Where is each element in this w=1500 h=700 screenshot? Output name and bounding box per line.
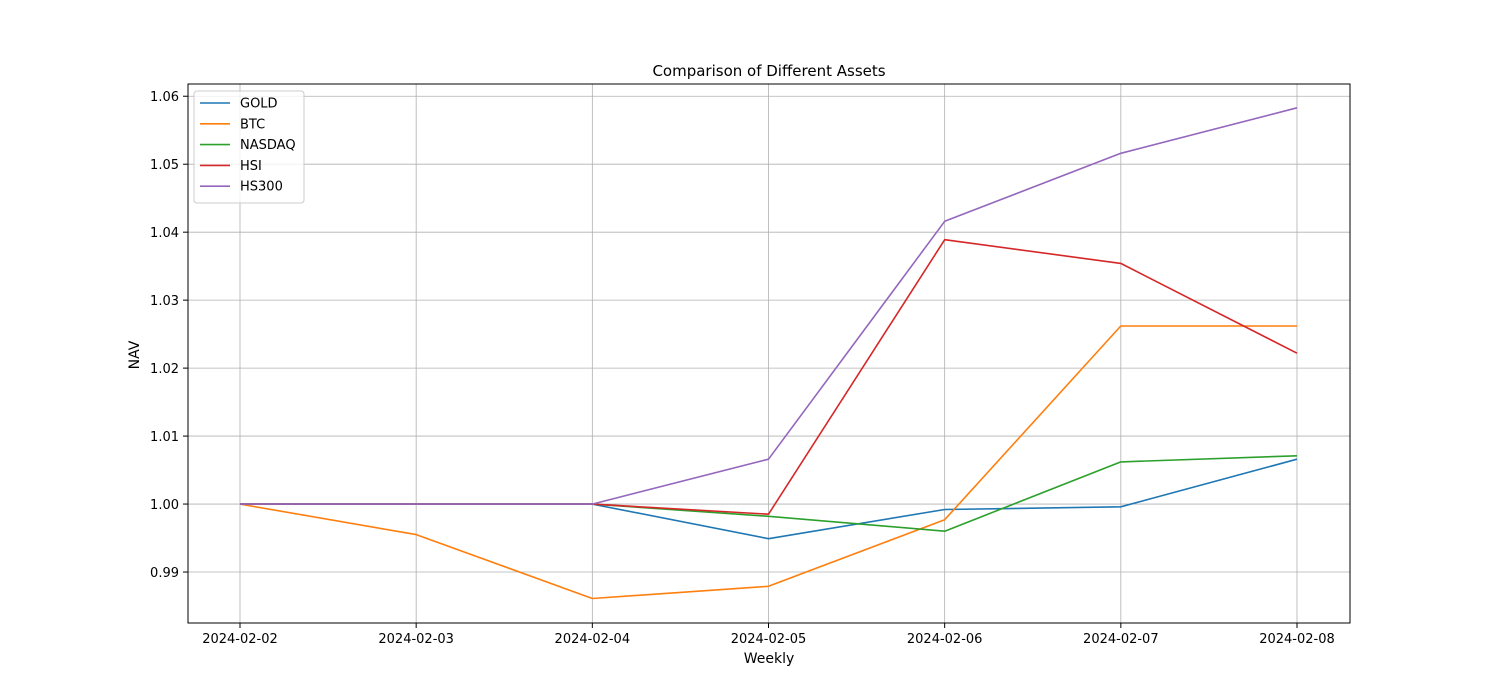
- y-axis-label: NAV: [127, 340, 143, 369]
- y-tick-label: 1.05: [150, 158, 179, 173]
- chart-title: Comparison of Different Assets: [652, 62, 885, 80]
- x-axis-ticks: 2024-02-02 2024-02-03 2024-02-04 2024-02-05…: [202, 623, 1335, 647]
- legend-box: [193, 90, 305, 204]
- y-axis-ticks: 0.99 1.00 1.01 1.02 1.03 1.04 1.05 1.06: [150, 90, 188, 581]
- series-line-hs300: [240, 107, 1298, 505]
- x-tick-label: 2024-02-07: [1083, 632, 1159, 647]
- y-tick-label: 0.99: [150, 566, 179, 581]
- x-tick-label: 2024-02-06: [907, 632, 983, 647]
- legend-label: BTC: [240, 117, 265, 132]
- series-line-btc: [239, 325, 1297, 600]
- grid: [188, 84, 1350, 623]
- y-tick-label: 1.02: [150, 362, 179, 377]
- x-tick-label: 2024-02-08: [1259, 632, 1335, 647]
- x-tick-label: 2024-02-02: [202, 632, 278, 647]
- legend-label: HSI: [240, 159, 262, 174]
- legend-label: NASDAQ: [240, 138, 296, 153]
- series-lines: [239, 107, 1298, 600]
- legend: GOLD BTC NASDAQ HSI HS300: [193, 90, 305, 204]
- legend-label: GOLD: [240, 97, 278, 112]
- legend-label: HS300: [240, 180, 283, 195]
- x-tick-label: 2024-02-05: [731, 632, 807, 647]
- y-tick-label: 1.00: [150, 498, 179, 513]
- x-axis-label: Weekly: [744, 651, 795, 667]
- x-tick-label: 2024-02-04: [555, 632, 631, 647]
- x-tick-label: 2024-02-03: [378, 632, 454, 647]
- y-tick-label: 1.06: [150, 90, 179, 105]
- y-tick-label: 1.01: [150, 430, 179, 445]
- y-tick-label: 1.04: [150, 226, 179, 241]
- y-tick-label: 1.03: [150, 294, 179, 309]
- plot-frame: [187, 83, 1351, 624]
